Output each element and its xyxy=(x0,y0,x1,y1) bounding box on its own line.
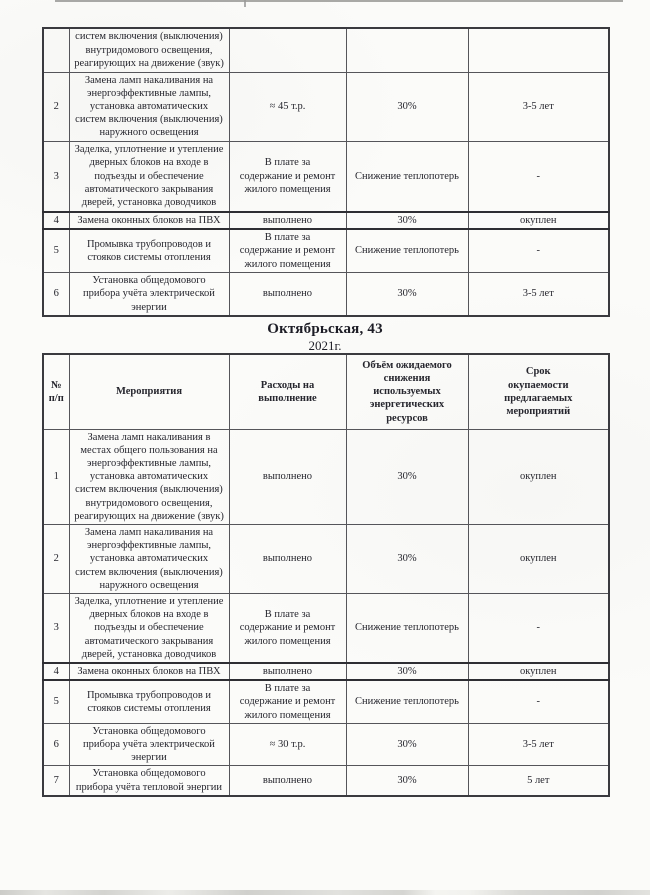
cell-payback: - xyxy=(467,140,610,213)
cell-cost: В плате за содержание и ремонт жилого по… xyxy=(228,228,347,273)
table-continued: систем включения (выключения) внутридомо… xyxy=(42,27,610,318)
table-row: 4 Замена оконных блоков на ПВХ выполнено… xyxy=(42,661,610,682)
cell-number: 6 xyxy=(42,271,70,317)
cell-payback: - xyxy=(467,679,610,724)
section-title: Октябрьская, 43 xyxy=(267,321,383,337)
cell-reduction: 30% xyxy=(345,661,469,682)
cell-cost: выполнено xyxy=(228,765,347,797)
cell-number: 2 xyxy=(42,523,70,594)
table-row: 3 Заделка, уплотнение и утепление дверны… xyxy=(42,592,610,664)
header-reduction: Объём ожидаемого снижения используемых э… xyxy=(345,353,469,430)
cell-reduction: 30% xyxy=(345,428,469,525)
header-payback: Срок окупаемости предлагаемых мероприяти… xyxy=(467,353,610,430)
table-row: систем включения (выключения) внутридомо… xyxy=(42,27,610,73)
cell-measure: систем включения (выключения) внутридомо… xyxy=(68,27,230,73)
cell-measure: Промывка трубопроводов и стояков системы… xyxy=(68,679,230,724)
cell-measure: Замена ламп накаливания в местах общего … xyxy=(68,428,230,525)
cell-measure: Установка общедомового прибора учёта теп… xyxy=(68,765,230,797)
table-row: 6 Установка общедомового прибора учёта э… xyxy=(42,271,610,317)
cell-measure: Промывка трубопроводов и стояков системы… xyxy=(68,228,230,273)
cell-measure: Замена оконных блоков на ПВХ xyxy=(68,661,230,682)
cell-number: 7 xyxy=(42,765,70,797)
cell-reduction: 30% xyxy=(345,271,469,317)
table-row: 2 Замена ламп накаливания на энергоэффек… xyxy=(42,523,610,594)
cell-number: 1 xyxy=(42,428,70,525)
cell-payback: окуплен xyxy=(467,428,610,525)
cell-cost: ≈ 30 т.р. xyxy=(228,722,347,767)
cell-cost: ≈ 45 т.р. xyxy=(228,71,347,142)
section-heading: Октябрьская, 43 2021г. xyxy=(42,321,608,353)
cell-cost: выполнено xyxy=(228,661,347,682)
table-row: 4 Замена оконных блоков на ПВХ выполнено… xyxy=(42,211,610,231)
cell-payback: 5 лет xyxy=(467,765,610,797)
cell-payback: 3-5 лет xyxy=(467,722,610,767)
table-row: 1 Замена ламп накаливания в местах общег… xyxy=(42,428,610,525)
cell-number: 3 xyxy=(42,140,70,213)
cell-number: 6 xyxy=(42,722,70,767)
cell-reduction: Снижение теплопотерь xyxy=(345,592,469,664)
cell-payback: 3-5 лет xyxy=(467,71,610,142)
page-cut-artifact-line xyxy=(55,0,623,2)
cell-payback: 3-5 лет xyxy=(467,271,610,317)
cell-reduction: 30% xyxy=(345,722,469,767)
cell-reduction: 30% xyxy=(345,71,469,142)
cell-payback: окуплен xyxy=(467,661,610,682)
table-row: 5 Промывка трубопроводов и стояков систе… xyxy=(42,679,610,724)
cell-measure: Заделка, уплотнение и утепление дверных … xyxy=(68,140,230,213)
cell-payback: - xyxy=(467,592,610,664)
cell-cost: выполнено xyxy=(228,211,347,231)
page-cut-artifact-tick xyxy=(244,0,246,7)
cell-cost: В плате за содержание и ремонт жилого по… xyxy=(228,592,347,664)
cell-number: 5 xyxy=(42,679,70,724)
header-cost: Расходы на выполнение xyxy=(228,353,347,430)
cell-measure: Замена оконных блоков на ПВХ xyxy=(68,211,230,231)
cell-cost: В плате за содержание и ремонт жилого по… xyxy=(228,140,347,213)
cell-number: 3 xyxy=(42,592,70,664)
cell-payback: окуплен xyxy=(467,523,610,594)
header-measure: Мероприятия xyxy=(68,353,230,430)
cell-reduction: 30% xyxy=(345,523,469,594)
cell-cost: выполнено xyxy=(228,428,347,525)
table-row: 2 Замена ламп накаливания на энергоэффек… xyxy=(42,71,610,142)
header-number: № п/п xyxy=(42,353,70,430)
cell-reduction xyxy=(345,27,469,73)
cell-payback: - xyxy=(467,228,610,273)
cell-measure: Замена ламп накаливания на энергоэффекти… xyxy=(68,71,230,142)
cell-number: 2 xyxy=(42,71,70,142)
cell-measure: Установка общедомового прибора учёта эле… xyxy=(68,722,230,767)
table-row: 5 Промывка трубопроводов и стояков систе… xyxy=(42,228,610,273)
cell-number: 5 xyxy=(42,228,70,273)
cell-reduction: 30% xyxy=(345,765,469,797)
cell-number: 4 xyxy=(42,661,70,682)
cell-reduction: Снижение теплопотерь xyxy=(345,228,469,273)
cell-measure: Заделка, уплотнение и утепление дверных … xyxy=(68,592,230,664)
scan-edge-shadow xyxy=(0,890,650,895)
cell-number: 4 xyxy=(42,211,70,231)
cell-reduction: Снижение теплопотерь xyxy=(345,679,469,724)
cell-cost: выполнено xyxy=(228,523,347,594)
cell-measure: Установка общедомового прибора учёта эле… xyxy=(68,271,230,317)
table-row: 6 Установка общедомового прибора учёта э… xyxy=(42,722,610,767)
table-header-row: № п/п Мероприятия Расходы на выполнение … xyxy=(42,353,610,430)
table-row: 3 Заделка, уплотнение и утепление дверны… xyxy=(42,140,610,213)
table-row: 7 Установка общедомового прибора учёта т… xyxy=(42,765,610,797)
cell-measure: Замена ламп накаливания на энергоэффекти… xyxy=(68,523,230,594)
cell-cost: выполнено xyxy=(228,271,347,317)
cell-cost xyxy=(228,27,347,73)
cell-reduction: 30% xyxy=(345,211,469,231)
cell-cost: В плате за содержание и ремонт жилого по… xyxy=(228,679,347,724)
cell-payback: окуплен xyxy=(467,211,610,231)
cell-payback xyxy=(467,27,610,73)
cell-number xyxy=(42,27,70,73)
table-main: № п/п Мероприятия Расходы на выполнение … xyxy=(42,353,610,797)
cell-reduction: Снижение теплопотерь xyxy=(345,140,469,213)
section-year: 2021г. xyxy=(308,338,342,353)
